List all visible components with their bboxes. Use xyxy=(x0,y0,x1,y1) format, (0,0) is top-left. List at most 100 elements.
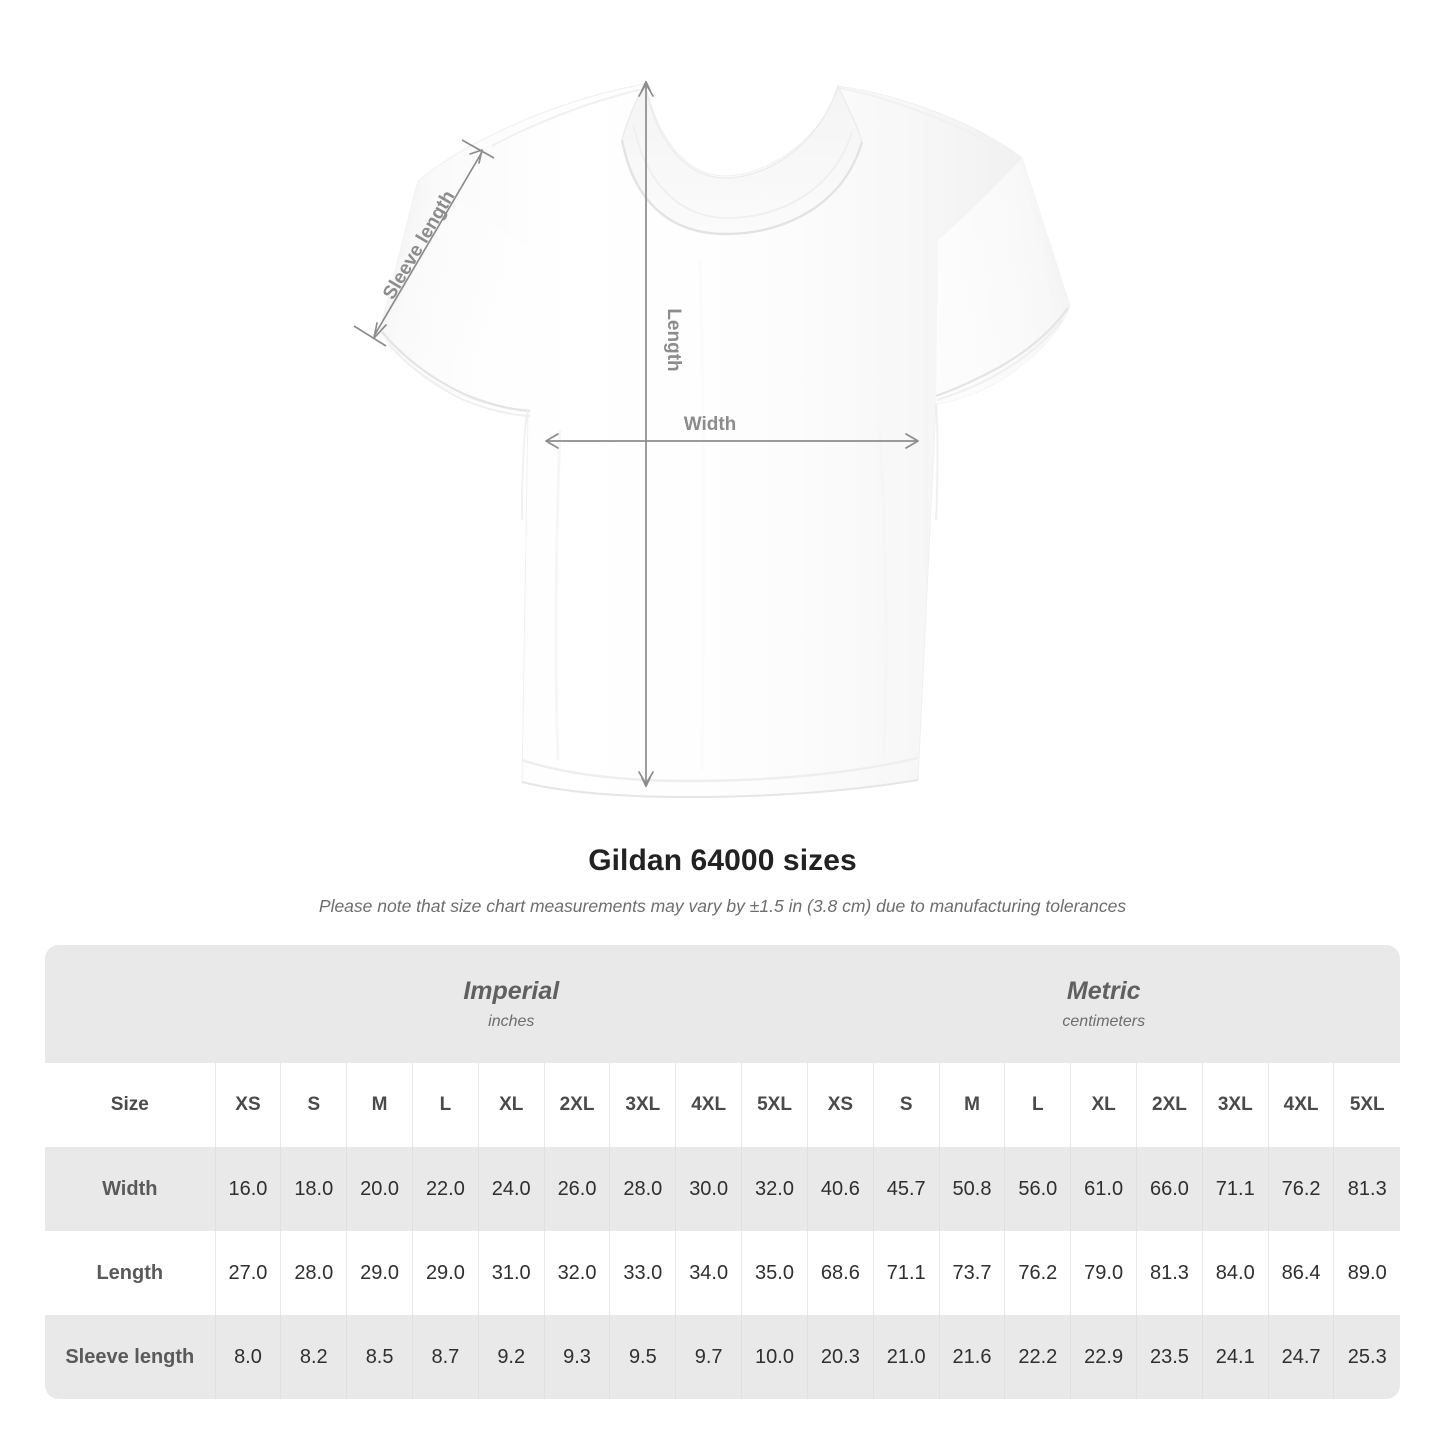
measurement-cell: 32.0 xyxy=(741,1147,808,1231)
size-header-cell: M xyxy=(346,1063,413,1147)
measurement-cell: 31.0 xyxy=(477,1231,545,1315)
length-label: Length xyxy=(663,308,684,371)
measurement-cell: 20.0 xyxy=(346,1147,413,1231)
size-header-cell: L xyxy=(412,1063,479,1147)
measurement-cell: 50.8 xyxy=(938,1147,1005,1231)
page-title: Gildan 64000 sizes xyxy=(588,844,857,877)
sleeve-length-arrow xyxy=(373,151,483,337)
size-chart-table-wrap: Imperial inches Metric centimeters Size XS S M L… xyxy=(45,945,1400,1399)
measurement-cell: 27.0 xyxy=(214,1231,281,1315)
measurement-cell: 35.0 xyxy=(741,1231,808,1315)
measurement-cell: 89.0 xyxy=(1333,1231,1400,1315)
measurement-cell: 73.7 xyxy=(938,1231,1005,1315)
measurement-cell: 9.5 xyxy=(609,1315,676,1399)
measurement-cell: 22.2 xyxy=(1004,1315,1071,1399)
measurement-cell: 10.0 xyxy=(741,1315,808,1399)
measurement-cell: 22.0 xyxy=(412,1147,479,1231)
measurement-cell: 24.7 xyxy=(1267,1315,1334,1399)
table-row: Sleeve length 8.0 8.2 8.5 8.7 9.2 9.3 9.5 9.7 10.… xyxy=(45,1315,1400,1399)
measurement-cell: 32.0 xyxy=(543,1231,610,1315)
size-header-cell: XL xyxy=(1070,1063,1137,1147)
table-row: Width 16.0 18.0 20.0 22.0 24.0 26.0 28.0 30.0 32.… xyxy=(45,1147,1400,1231)
unit-header-metric: Metric centimeters xyxy=(807,945,1400,1063)
size-header-cell: 4XL xyxy=(1267,1063,1334,1147)
unit-header-row: Imperial inches Metric centimeters xyxy=(45,945,1400,1063)
measurement-cell: 9.3 xyxy=(543,1315,610,1399)
size-header-cell: L xyxy=(1004,1063,1071,1147)
measurement-cell: 9.7 xyxy=(675,1315,742,1399)
size-header-cell: M xyxy=(938,1063,1005,1147)
size-chart-table: Imperial inches Metric centimeters Size XS S M L… xyxy=(45,945,1400,1399)
measurement-cell: 79.0 xyxy=(1070,1231,1137,1315)
size-header-cell: S xyxy=(872,1063,940,1147)
measurement-cell: 66.0 xyxy=(1136,1147,1203,1231)
measurement-cell: 9.2 xyxy=(477,1315,545,1399)
measurement-cell: 28.0 xyxy=(280,1231,347,1315)
measurement-cell: 33.0 xyxy=(609,1231,676,1315)
measurement-cell: 22.9 xyxy=(1070,1315,1137,1399)
unit-header-imperial: Imperial inches xyxy=(215,945,808,1063)
measurement-cell: 8.7 xyxy=(412,1315,479,1399)
measurement-cell: 25.3 xyxy=(1333,1315,1400,1399)
measurement-cell: 86.4 xyxy=(1267,1231,1334,1315)
width-label: Width xyxy=(684,414,737,435)
row-label-width: Width xyxy=(45,1147,216,1231)
width-arrow-head-right xyxy=(905,433,919,449)
size-header-cell: S xyxy=(280,1063,347,1147)
size-header-cell: 3XL xyxy=(1201,1063,1269,1147)
size-header-cell: XL xyxy=(477,1063,545,1147)
measurement-cell: 71.1 xyxy=(1201,1147,1269,1231)
measurement-cell: 18.0 xyxy=(280,1147,347,1231)
size-header-cell: 3XL xyxy=(609,1063,676,1147)
measurement-cell: 30.0 xyxy=(675,1147,742,1231)
row-label-length: Length xyxy=(45,1231,216,1315)
measurement-cell: 71.1 xyxy=(872,1231,940,1315)
page-subtitle: Please note that size chart measurements… xyxy=(318,896,1127,916)
measurement-cell: 56.0 xyxy=(1004,1147,1071,1231)
tshirt-illustration: Sleeve length Length Width xyxy=(353,0,1071,799)
size-header-cell: 5XL xyxy=(741,1063,808,1147)
width-arrow-head-left xyxy=(545,433,559,449)
measurement-cell: 29.0 xyxy=(412,1231,479,1315)
table-row: Length 27.0 28.0 29.0 29.0 31.0 32.0 33.0 34.0 35… xyxy=(45,1231,1400,1315)
measurement-cell: 26.0 xyxy=(543,1147,610,1231)
measurement-cell: 20.3 xyxy=(806,1315,874,1399)
size-column-label: Size xyxy=(45,1063,216,1147)
measurement-cell: 8.0 xyxy=(214,1315,281,1399)
measurement-cell: 16.0 xyxy=(214,1147,281,1231)
unit-row-spacer xyxy=(45,945,216,1063)
measurement-cell: 76.2 xyxy=(1004,1231,1071,1315)
size-header-cell: 2XL xyxy=(1136,1063,1203,1147)
measurement-cell: 81.3 xyxy=(1136,1231,1203,1315)
sleeve-cap-top xyxy=(461,139,495,159)
size-header-cell: 2XL xyxy=(543,1063,610,1147)
size-header-cell: XS xyxy=(214,1063,281,1147)
measurement-cell: 34.0 xyxy=(675,1231,742,1315)
size-header-row: Size XS S M L XL 2XL 3XL 4XL 5XL XS S M L XL 2XL 3XL 4XL 5… xyxy=(45,1063,1400,1147)
measurement-cell: 21.0 xyxy=(872,1315,940,1399)
measurement-cell: 8.2 xyxy=(280,1315,347,1399)
measurement-cell: 84.0 xyxy=(1201,1231,1269,1315)
measurement-cell: 81.3 xyxy=(1333,1147,1400,1231)
tshirt-diagram: Sleeve length Length Width xyxy=(353,0,1071,799)
size-header-cell: 5XL xyxy=(1333,1063,1400,1147)
measurement-cell: 45.7 xyxy=(872,1147,940,1231)
title-block: Gildan 64000 sizes Please note that size… xyxy=(0,844,1445,917)
size-header-cell: 4XL xyxy=(675,1063,742,1147)
measurement-cell: 40.6 xyxy=(806,1147,874,1231)
unit-subtitle: centimeters xyxy=(1062,1013,1146,1031)
measurement-cell: 28.0 xyxy=(609,1147,676,1231)
measurement-cell: 76.2 xyxy=(1267,1147,1334,1231)
sleeve-arrow-head-top xyxy=(469,149,483,164)
unit-name: Imperial xyxy=(463,976,560,1005)
measurement-cell: 24.1 xyxy=(1201,1315,1269,1399)
sleeve-cap-bottom xyxy=(353,325,387,347)
measurement-cell: 24.0 xyxy=(477,1147,545,1231)
length-arrow-head-top xyxy=(638,83,654,97)
length-arrow-head-bottom xyxy=(638,771,654,785)
measurement-cell: 29.0 xyxy=(346,1231,413,1315)
measurement-cell: 61.0 xyxy=(1070,1147,1137,1231)
measurement-cell: 23.5 xyxy=(1136,1315,1203,1399)
unit-name: Metric xyxy=(1066,976,1141,1005)
measurement-cell: 8.5 xyxy=(346,1315,413,1399)
